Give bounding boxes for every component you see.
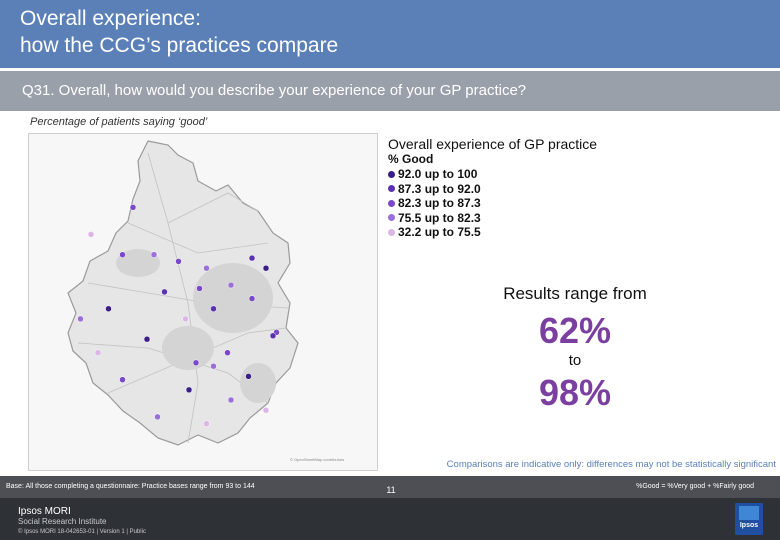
ipsos-logo-icon: Ipsos	[735, 503, 763, 535]
legend-label: 87.3 up to 92.0	[398, 181, 481, 196]
legend-label: 32.2 up to 75.5	[398, 225, 481, 240]
legend-item: 92.0 up to 100	[388, 167, 618, 182]
page-title-line-1: Overall experience:	[20, 7, 201, 30]
page-title: Overall experience: how the CCG’s practi…	[20, 5, 338, 59]
practice-marker	[161, 288, 168, 296]
practice-marker	[87, 231, 95, 238]
map-attribution: © OpenStreetMap contributors	[290, 457, 344, 462]
practice-marker	[143, 335, 151, 343]
practice-markers	[77, 204, 280, 427]
brand-name: Ipsos MORI	[18, 506, 71, 517]
definition-note: %Good = %Very good + %Fairly good	[636, 483, 754, 490]
title-banner: Overall experience: how the CCG’s practi…	[0, 0, 780, 68]
practice-marker	[119, 376, 126, 383]
legend-item: 75.5 up to 82.3	[388, 211, 618, 226]
practice-marker	[210, 362, 217, 370]
practice-marker	[119, 251, 126, 258]
footer: Ipsos MORI Social Research Institute © I…	[0, 498, 780, 540]
brand-institute: Social Research Institute	[18, 517, 107, 526]
legend-swatch-icon	[388, 214, 395, 222]
practice-marker	[182, 315, 189, 323]
ccg-boundary	[67, 140, 299, 446]
practice-marker	[227, 396, 235, 404]
base-note: Base: All those completing a questionnai…	[6, 483, 255, 490]
legend-item: 32.2 up to 75.5	[388, 225, 618, 240]
practice-marker	[245, 373, 252, 380]
practice-marker	[150, 251, 158, 258]
practice-marker	[105, 305, 112, 313]
practice-marker	[248, 254, 256, 262]
base-bar: Base: All those completing a questionnai…	[0, 476, 780, 498]
practice-marker	[129, 204, 137, 211]
legend-swatch-icon	[388, 170, 395, 178]
logo-inner	[739, 506, 759, 520]
question-text: Q31. Overall, how would you describe you…	[22, 82, 527, 99]
range-low-value: 62%	[538, 310, 612, 351]
practice-map: © OpenStreetMap contributors	[28, 133, 378, 471]
copyright-text: © Ipsos MORI 18-042653-01 | Version 1 | …	[18, 529, 146, 535]
practice-marker	[269, 332, 277, 340]
practice-marker	[185, 386, 193, 394]
legend-item: 82.3 up to 87.3	[388, 196, 618, 211]
legend-label: 75.5 up to 82.3	[398, 210, 481, 225]
map-subtitle: Percentage of patients saying ‘good’	[30, 116, 208, 128]
range-connector: to	[568, 352, 582, 369]
practice-marker	[77, 315, 84, 323]
practice-marker	[94, 349, 102, 356]
urban-areas	[116, 249, 276, 403]
map-legend: Overall experience of GP practice % Good…	[388, 136, 618, 240]
practice-marker	[203, 264, 210, 272]
page-number: 11	[386, 485, 396, 495]
practice-marker	[248, 295, 256, 302]
practice-marker	[224, 349, 231, 356]
legend-label: 92.0 up to 100	[398, 167, 478, 182]
legend-label: 82.3 up to 87.3	[398, 196, 481, 211]
legend-swatch-icon	[388, 199, 395, 207]
legend-item: 87.3 up to 92.0	[388, 182, 618, 197]
practice-marker	[192, 359, 200, 367]
legend-subtitle: % Good	[388, 152, 434, 166]
practice-marker	[175, 258, 182, 265]
practice-marker	[203, 420, 210, 427]
range-label: Results range from	[503, 284, 647, 303]
range-high-value: 98%	[538, 372, 612, 413]
legend-swatch-icon	[388, 185, 395, 193]
page-title-line-2: how the CCG’s practices compare	[20, 34, 339, 57]
practice-marker	[262, 406, 270, 414]
legend-title: Overall experience of GP practice	[388, 136, 598, 152]
practice-marker	[227, 281, 235, 289]
practice-marker	[210, 305, 217, 313]
practice-marker	[262, 264, 270, 272]
question-bar: Q31. Overall, how would you describe you…	[0, 71, 780, 111]
practice-marker	[196, 285, 203, 292]
legend-swatch-icon	[388, 228, 395, 236]
practice-marker	[154, 413, 161, 421]
caveat-note: Comparisons are indicative only: differe…	[446, 459, 776, 470]
logo-text: Ipsos	[739, 522, 759, 529]
